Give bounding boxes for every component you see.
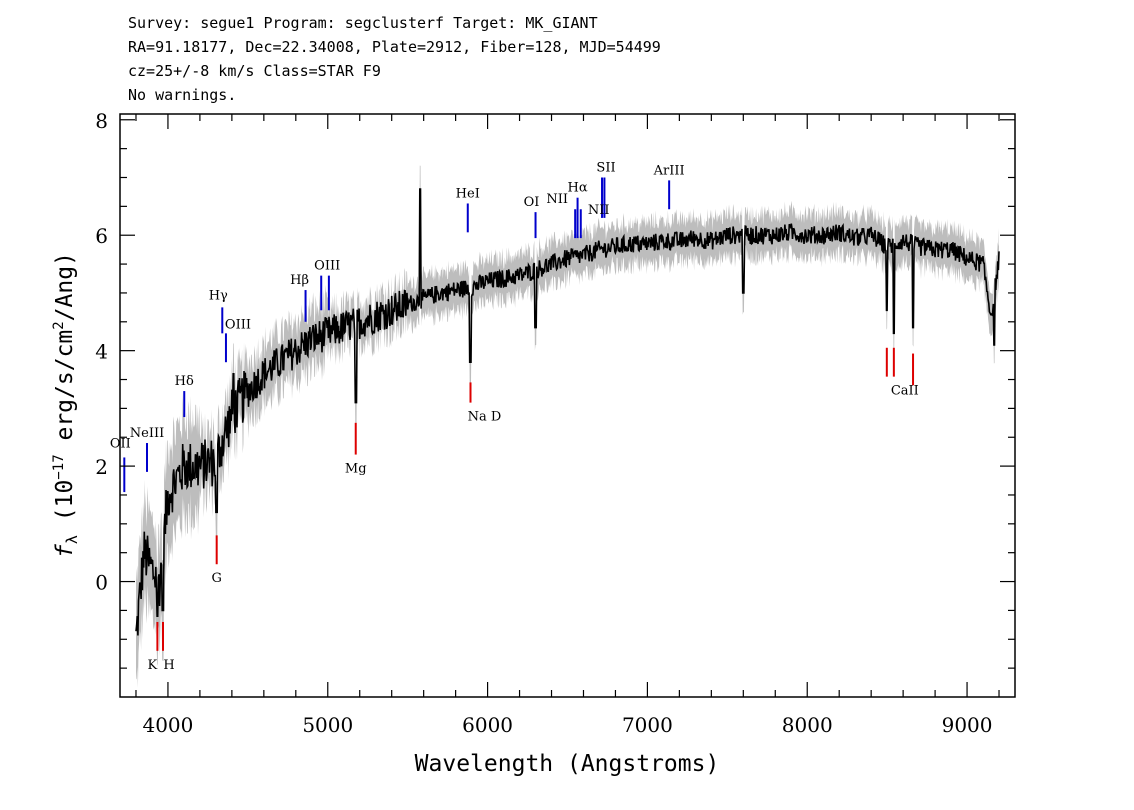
header-line-coordinates: RA=91.18177, Dec=22.34008, Plate=2912, F… bbox=[128, 38, 661, 56]
line-label: NII bbox=[546, 192, 568, 207]
axis-tick-labels: 4000 5000 6000 7000 8000 9000 0 2 4 6 8 bbox=[95, 109, 992, 737]
line-label: OII bbox=[110, 436, 131, 451]
line-label: Hγ bbox=[209, 288, 228, 303]
line-label: OI bbox=[524, 195, 540, 210]
x-tick-label: 9000 bbox=[942, 713, 993, 737]
line-label: CaII bbox=[891, 384, 919, 399]
line-label: G bbox=[211, 571, 221, 586]
line-label: SII bbox=[596, 160, 615, 175]
line-label: Hβ bbox=[290, 273, 309, 288]
y-tick-label: 8 bbox=[95, 109, 108, 133]
y-tick-label: 2 bbox=[95, 455, 108, 479]
flux-series-line bbox=[135, 188, 1000, 636]
line-label: Mg bbox=[345, 462, 367, 477]
header-block: Survey: segue1 Program: segclusterf Targ… bbox=[128, 14, 661, 104]
line-label: Hα bbox=[568, 181, 588, 196]
y-tick-label: 6 bbox=[95, 224, 108, 248]
header-line-warnings: No warnings. bbox=[128, 86, 236, 104]
line-label: Hδ bbox=[175, 374, 194, 389]
plot-frame bbox=[119, 113, 1016, 698]
y-tick-label: 0 bbox=[95, 571, 108, 595]
axis-ticks bbox=[120, 114, 1015, 697]
x-tick-label: 5000 bbox=[302, 713, 353, 737]
spectral-line-markers bbox=[123, 177, 915, 651]
plot-area bbox=[123, 165, 1000, 688]
line-label: ArIII bbox=[653, 163, 685, 178]
header-line-survey: Survey: segue1 Program: segclusterf Targ… bbox=[128, 14, 598, 32]
line-label: Na D bbox=[468, 410, 502, 425]
line-label: H bbox=[163, 658, 174, 673]
x-tick-label: 4000 bbox=[142, 713, 193, 737]
line-label: K bbox=[148, 658, 158, 673]
x-tick-label: 8000 bbox=[782, 713, 833, 737]
header-line-redshift-class: cz=25+/-8 km/s Class=STAR F9 bbox=[128, 62, 381, 80]
y-axis-label: fλ (10−17 erg/s/cm2/Ang) bbox=[51, 252, 81, 558]
line-label: HeI bbox=[456, 186, 480, 201]
line-label: OIII bbox=[314, 259, 340, 274]
flux-error-band bbox=[136, 165, 999, 688]
y-tick-label: 4 bbox=[95, 340, 108, 364]
x-tick-label: 6000 bbox=[462, 713, 513, 737]
line-label: NII bbox=[588, 203, 610, 218]
line-label: OIII bbox=[225, 317, 251, 332]
x-tick-label: 7000 bbox=[622, 713, 673, 737]
line-label: NeIII bbox=[130, 426, 164, 441]
x-axis-label: Wavelength (Angstroms) bbox=[415, 751, 720, 777]
